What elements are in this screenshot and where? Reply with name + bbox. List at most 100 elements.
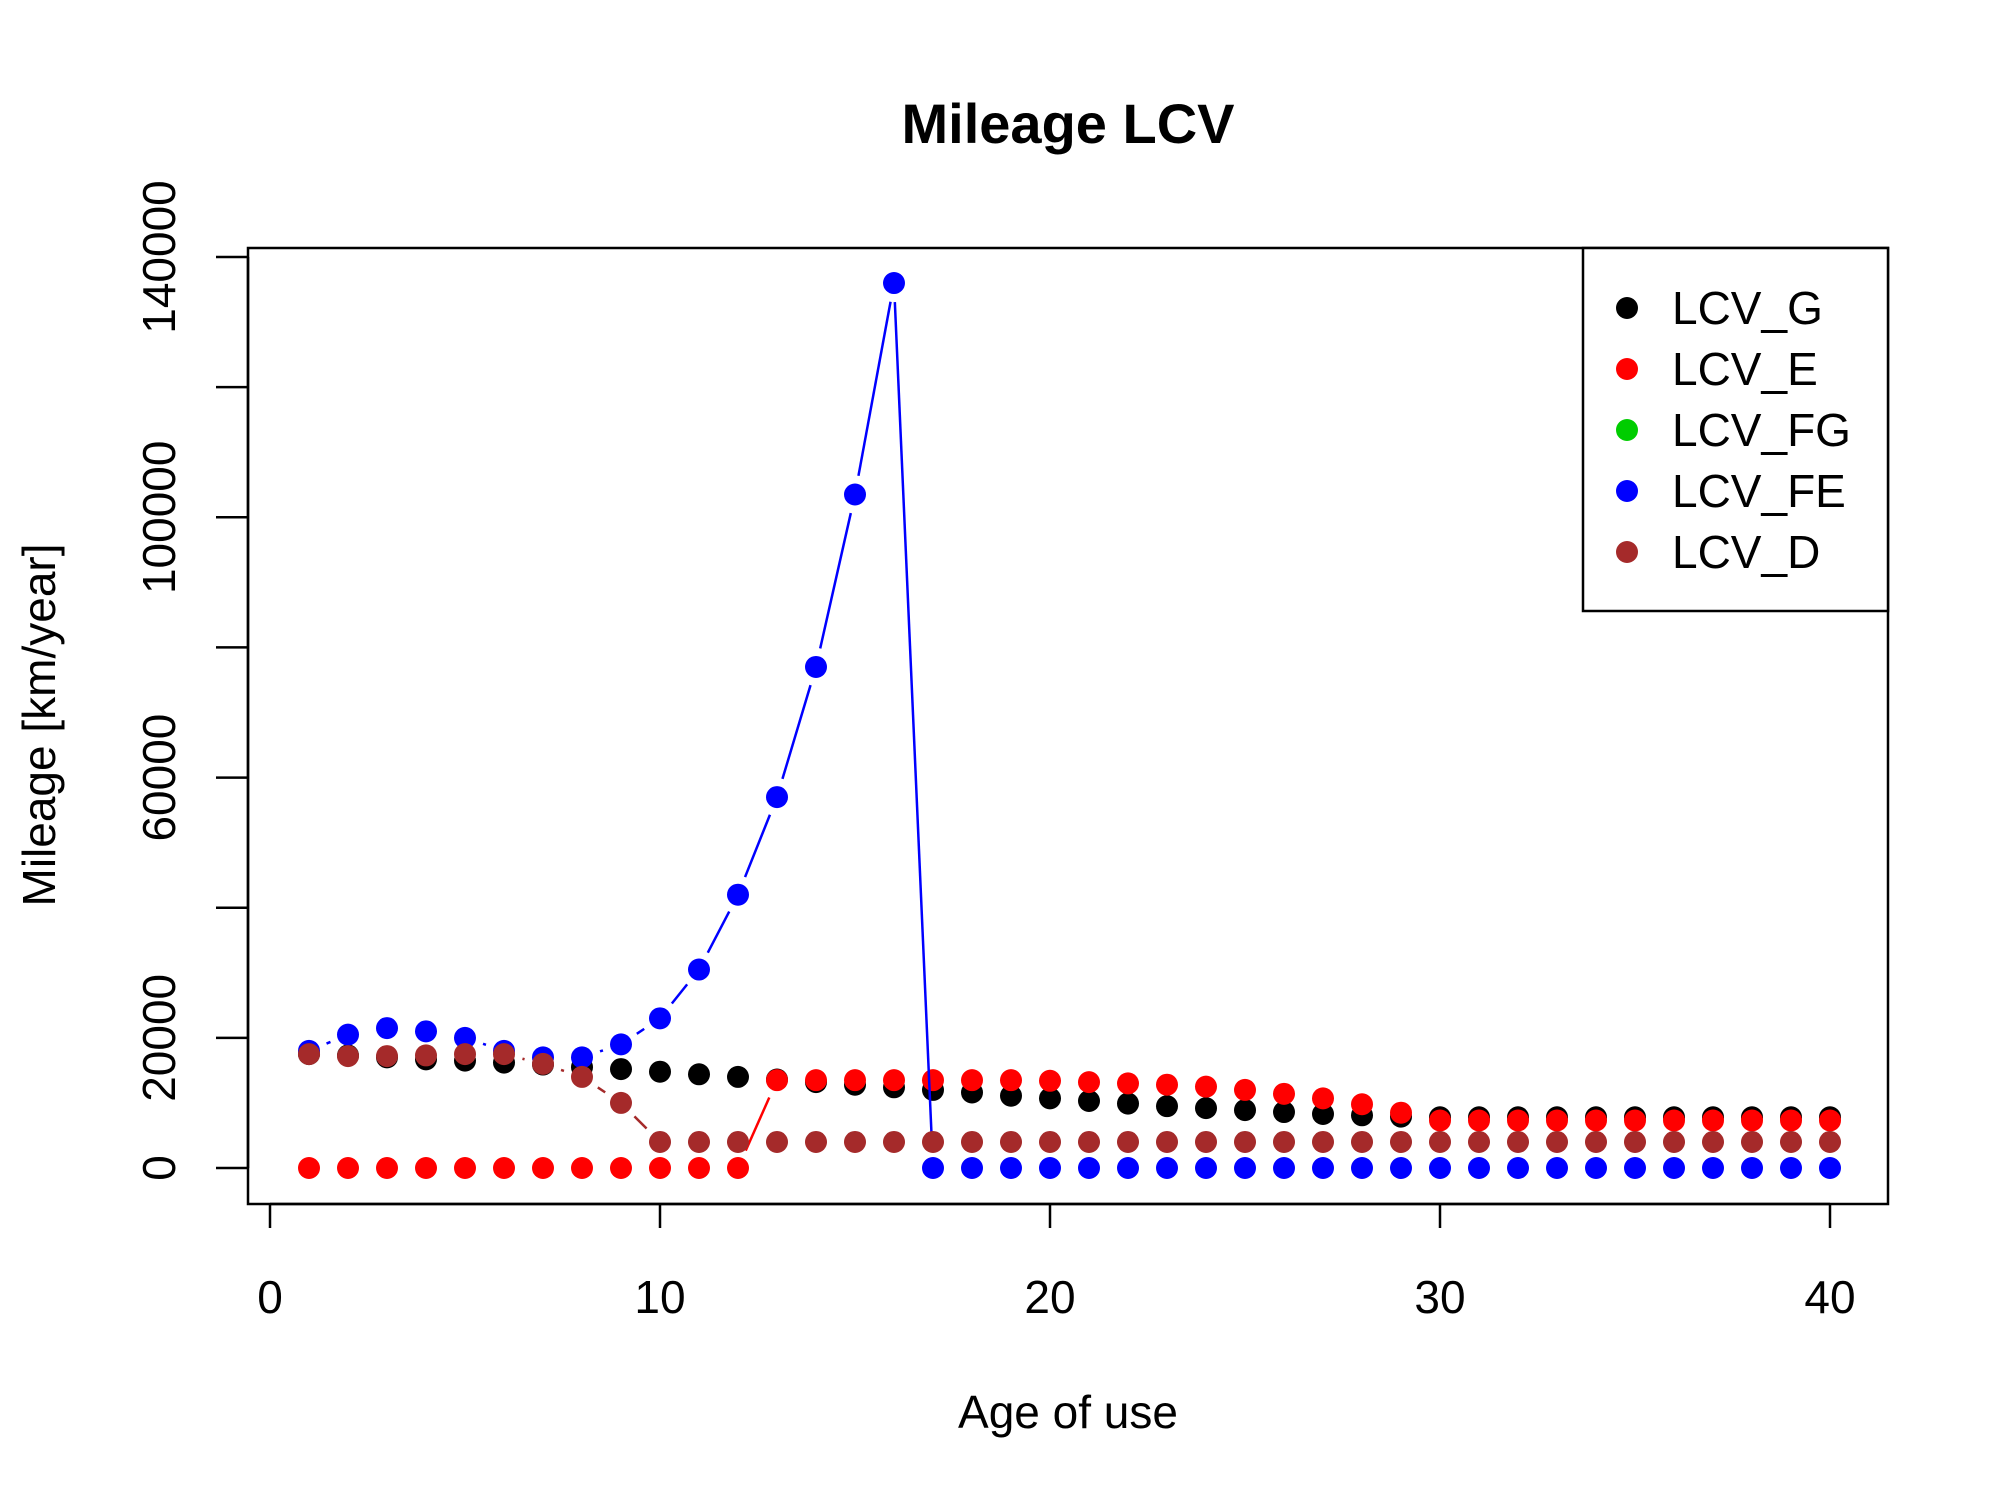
data-point bbox=[844, 1069, 866, 1092]
data-point bbox=[1312, 1087, 1334, 1110]
data-point bbox=[1585, 1109, 1607, 1132]
data-point bbox=[1702, 1157, 1724, 1179]
data-point bbox=[1273, 1101, 1295, 1124]
data-point bbox=[1780, 1109, 1802, 1132]
data-point bbox=[454, 1043, 476, 1066]
data-point bbox=[961, 1069, 983, 1092]
data-point bbox=[1741, 1130, 1763, 1153]
data-point bbox=[1234, 1099, 1256, 1122]
data-point bbox=[649, 1157, 671, 1179]
data-point bbox=[337, 1157, 359, 1179]
data-point bbox=[493, 1043, 515, 1066]
data-point bbox=[1429, 1130, 1451, 1153]
data-point bbox=[1312, 1157, 1334, 1179]
data-point bbox=[1429, 1157, 1451, 1179]
data-point bbox=[688, 1063, 710, 1086]
data-point bbox=[337, 1045, 359, 1068]
data-point bbox=[1663, 1130, 1685, 1153]
data-point bbox=[805, 1069, 827, 1092]
data-point bbox=[961, 1157, 983, 1179]
legend-marker bbox=[1616, 480, 1638, 502]
data-point bbox=[688, 1130, 710, 1153]
data-point bbox=[1663, 1109, 1685, 1132]
data-point bbox=[883, 1069, 905, 1092]
data-point bbox=[688, 958, 710, 981]
data-point bbox=[454, 1157, 476, 1179]
legend-label: LCV_FG bbox=[1672, 404, 1851, 456]
data-point bbox=[454, 1026, 476, 1049]
series-line-segment bbox=[599, 1049, 604, 1053]
data-point bbox=[1702, 1130, 1724, 1153]
legend-marker bbox=[1616, 297, 1638, 319]
data-point bbox=[883, 1130, 905, 1153]
data-point bbox=[1039, 1087, 1061, 1110]
data-point bbox=[1624, 1109, 1646, 1132]
data-point bbox=[1780, 1157, 1802, 1179]
data-point bbox=[1351, 1130, 1373, 1153]
data-point bbox=[1117, 1092, 1139, 1115]
data-point bbox=[922, 1069, 944, 1092]
series-line-segment bbox=[781, 684, 812, 780]
data-point bbox=[1507, 1109, 1529, 1132]
legend-marker bbox=[1616, 358, 1638, 380]
data-point bbox=[1156, 1157, 1178, 1179]
data-point bbox=[610, 1058, 632, 1081]
series-line-segment bbox=[743, 814, 772, 878]
data-point bbox=[1000, 1157, 1022, 1179]
data-point bbox=[1546, 1109, 1568, 1132]
data-point bbox=[1156, 1130, 1178, 1153]
data-point bbox=[844, 1130, 866, 1153]
data-point bbox=[1039, 1157, 1061, 1179]
data-point bbox=[1078, 1130, 1100, 1153]
data-point bbox=[532, 1157, 554, 1179]
data-point bbox=[1156, 1095, 1178, 1118]
data-point bbox=[1429, 1109, 1451, 1132]
data-point bbox=[922, 1130, 944, 1153]
data-point bbox=[532, 1052, 554, 1075]
data-point bbox=[376, 1157, 398, 1179]
x-tick-label: 10 bbox=[634, 1271, 685, 1323]
data-point bbox=[1078, 1089, 1100, 1112]
series-line-segment bbox=[857, 301, 892, 477]
data-point bbox=[376, 1017, 398, 1040]
y-tick-label: 20000 bbox=[133, 974, 185, 1102]
series-line-segment bbox=[893, 301, 934, 1150]
series-lcv-g bbox=[298, 1043, 1841, 1129]
data-point bbox=[1000, 1069, 1022, 1092]
data-point bbox=[1273, 1082, 1295, 1105]
chart-title: Mileage LCV bbox=[902, 92, 1235, 155]
data-point bbox=[415, 1157, 437, 1179]
data-point bbox=[1351, 1093, 1373, 1116]
series-line-segment bbox=[706, 910, 731, 954]
legend-label: LCV_G bbox=[1672, 282, 1823, 334]
data-point bbox=[1819, 1157, 1841, 1179]
data-point bbox=[1078, 1157, 1100, 1179]
legend-label: LCV_E bbox=[1672, 343, 1818, 395]
x-tick-label: 20 bbox=[1024, 1271, 1075, 1323]
data-point bbox=[610, 1033, 632, 1056]
data-point bbox=[766, 1130, 788, 1153]
y-tick-label: 140000 bbox=[133, 180, 185, 334]
data-point bbox=[610, 1091, 632, 1114]
data-point bbox=[766, 786, 788, 809]
data-point bbox=[1039, 1069, 1061, 1092]
data-point bbox=[1273, 1157, 1295, 1179]
data-point bbox=[1156, 1073, 1178, 1096]
data-point bbox=[1351, 1157, 1373, 1179]
data-point bbox=[1468, 1157, 1490, 1179]
data-point bbox=[1000, 1084, 1022, 1107]
data-point bbox=[649, 1007, 671, 1030]
data-point bbox=[1312, 1102, 1334, 1125]
x-tick-label: 30 bbox=[1414, 1271, 1465, 1323]
data-point bbox=[1663, 1157, 1685, 1179]
data-point bbox=[1039, 1130, 1061, 1153]
data-point bbox=[1273, 1130, 1295, 1153]
data-point bbox=[727, 883, 749, 906]
series-lcv-d bbox=[298, 1043, 1841, 1153]
legend-label: LCV_FE bbox=[1672, 465, 1846, 517]
data-point bbox=[493, 1157, 515, 1179]
series-lcv-e bbox=[298, 1069, 1841, 1179]
data-point bbox=[1000, 1130, 1022, 1153]
x-axis: 0 10 20 30 40 bbox=[257, 1202, 1856, 1323]
y-tick-label: 60000 bbox=[133, 714, 185, 842]
